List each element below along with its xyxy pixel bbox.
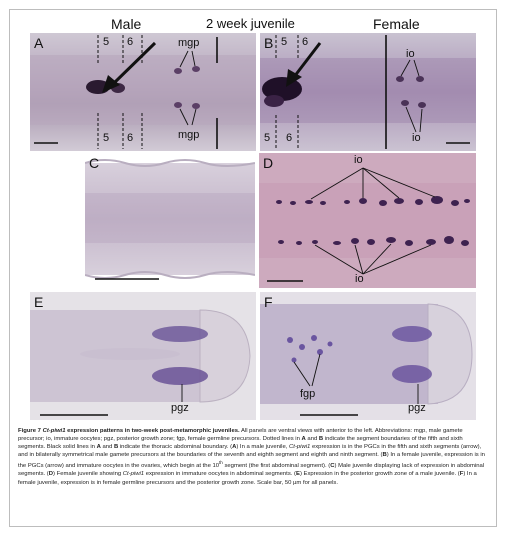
panel-b-seg-bot-5: 5	[264, 132, 271, 144]
panel-a-seg-top-5: 5	[103, 36, 110, 48]
panel-e-image	[30, 292, 256, 420]
panel-b-io-top: io	[406, 48, 415, 60]
caption-text: ) Expression in the posterior growth zon…	[299, 471, 460, 478]
panel-a-seg-bot-6: 6	[127, 132, 134, 144]
panel-a-seg-bot-5: 5	[103, 132, 110, 144]
figure-frame	[9, 9, 497, 527]
panel-b-seg-bot-6: 6	[286, 132, 293, 144]
caption-fig-label: Figure 7	[18, 428, 41, 434]
panel-f-image	[260, 292, 476, 420]
caption-text: ) Female juvenile showing	[53, 471, 123, 478]
caption-text: ) In a female juvenile, expression is in…	[18, 471, 477, 486]
panel-b-seg-top-5: 5	[281, 36, 288, 48]
caption-ref: A	[96, 444, 101, 451]
panel-d-image	[259, 153, 476, 288]
caption-ref: B	[113, 444, 119, 451]
panel-b-image	[260, 33, 476, 151]
panel-b-letter: B	[264, 35, 274, 51]
panel-a-seg-top-6: 6	[127, 36, 134, 48]
caption-text: indicate the segment boundaries of the f…	[18, 436, 463, 451]
caption-ref: B	[382, 452, 387, 459]
header-male: Male	[111, 16, 142, 32]
panel-e: E pgz	[30, 292, 256, 420]
panel-e-pgz: pgz	[171, 402, 189, 414]
caption-text: ) Male juvenile displaying lack of expre…	[18, 463, 485, 478]
caption-text: and	[305, 436, 319, 443]
panel-f-pgz: pgz	[408, 402, 426, 414]
caption-title: expression patterns in two-week post-met…	[65, 428, 240, 434]
panel-a: A 5 6 5 6 mgp mgp	[30, 33, 256, 151]
caption-ref: F	[459, 471, 464, 478]
panel-f: F fgp pgz	[260, 292, 476, 420]
caption-text: All panels are ventral views with anteri…	[18, 428, 463, 443]
caption-text: ) In a female juvenile, expression is in…	[18, 452, 485, 470]
panel-c-image	[85, 159, 255, 280]
caption-text: expression in immature oocytes in abdomi…	[144, 471, 296, 478]
header-juvenile: 2 week juvenile	[206, 16, 295, 31]
panel-a-image	[30, 33, 256, 151]
caption-ref: A	[232, 444, 237, 451]
panel-e-letter: E	[34, 294, 44, 310]
panel-a-mgp-bottom: mgp	[178, 129, 200, 141]
panel-d-letter: D	[263, 155, 274, 171]
caption-gene: Ct-piwi1	[42, 428, 66, 434]
panel-f-letter: F	[264, 294, 273, 310]
caption-ref: E	[296, 471, 300, 478]
caption-text: segment (the first abdominal segment). (	[222, 463, 331, 470]
caption-ref: D	[48, 471, 54, 478]
panel-d-io-top: io	[354, 154, 363, 166]
caption-superscript: th	[219, 460, 223, 466]
caption-text: expression is in the PGCs in the fifth a…	[18, 444, 482, 459]
caption-text: and	[100, 444, 114, 451]
panel-d: D io io	[259, 153, 476, 288]
panel-b-io-bottom: io	[412, 132, 421, 144]
panel-a-letter: A	[34, 35, 44, 51]
header-female: Female	[373, 16, 420, 32]
figure-caption: Figure 7 Ct-piwi1 expression patterns in…	[18, 427, 488, 487]
panel-c: C	[85, 153, 255, 288]
caption-ref: A	[301, 436, 306, 443]
panel-f-fgp: fgp	[300, 388, 316, 400]
panel-b-seg-top-6: 6	[302, 36, 309, 48]
panel-d-io-bottom: io	[355, 273, 364, 285]
caption-ref: C	[330, 463, 335, 470]
caption-text: ) In a male juvenile,	[236, 444, 290, 451]
caption-text: indicate the thoracic abdominal boundary…	[118, 444, 233, 451]
panel-c-letter: C	[89, 155, 100, 171]
caption-gene: Ct-piwi1	[122, 471, 145, 478]
caption-ref: B	[318, 436, 324, 443]
caption-gene: Ct-piwi1	[289, 444, 311, 451]
panel-a-mgp-top: mgp	[178, 37, 200, 49]
panel-b: B 5 6 5 6 io io	[260, 33, 476, 151]
